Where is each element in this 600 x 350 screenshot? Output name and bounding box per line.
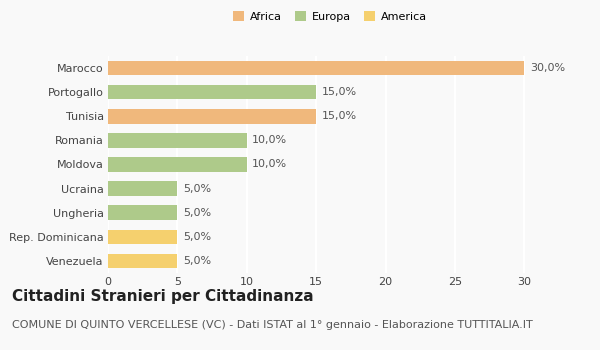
- Bar: [108, 230, 178, 244]
- Text: 10,0%: 10,0%: [253, 160, 287, 169]
- Text: 15,0%: 15,0%: [322, 87, 357, 97]
- Text: Cittadini Stranieri per Cittadinanza: Cittadini Stranieri per Cittadinanza: [12, 289, 314, 304]
- Text: 30,0%: 30,0%: [530, 63, 565, 73]
- Legend: Africa, Europa, America: Africa, Europa, America: [231, 9, 429, 24]
- Text: 5,0%: 5,0%: [183, 208, 211, 218]
- Bar: [108, 254, 178, 268]
- Text: 15,0%: 15,0%: [322, 111, 357, 121]
- Text: 5,0%: 5,0%: [183, 184, 211, 194]
- Bar: [108, 133, 247, 148]
- Bar: [108, 181, 178, 196]
- Bar: [108, 205, 178, 220]
- Bar: [108, 61, 524, 75]
- Text: 5,0%: 5,0%: [183, 256, 211, 266]
- Text: 10,0%: 10,0%: [253, 135, 287, 145]
- Bar: [108, 85, 316, 99]
- Text: 5,0%: 5,0%: [183, 232, 211, 242]
- Bar: [108, 109, 316, 124]
- Bar: [108, 157, 247, 172]
- Text: COMUNE DI QUINTO VERCELLESE (VC) - Dati ISTAT al 1° gennaio - Elaborazione TUTTI: COMUNE DI QUINTO VERCELLESE (VC) - Dati …: [12, 320, 533, 330]
